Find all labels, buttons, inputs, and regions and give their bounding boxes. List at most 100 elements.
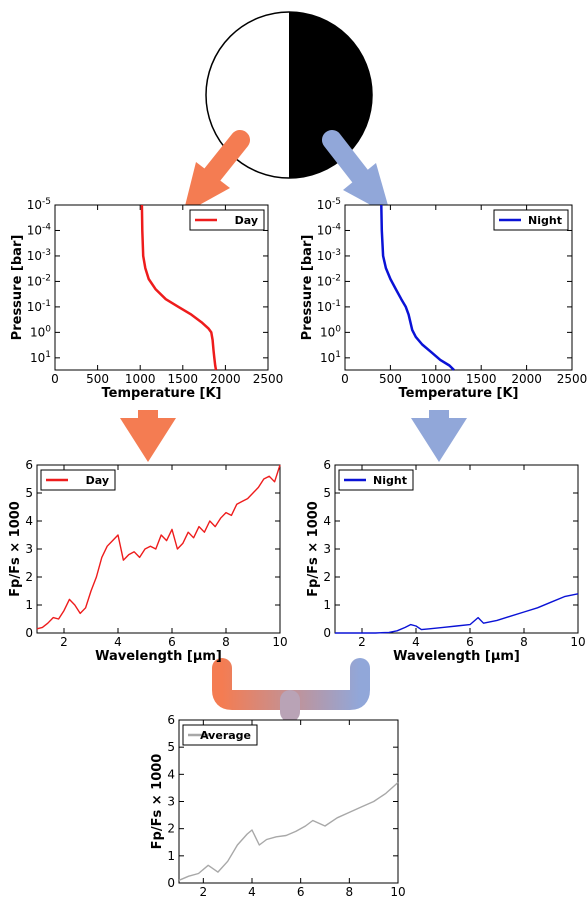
y-tick-label: 3 bbox=[167, 795, 175, 809]
y-tick-label: 5 bbox=[323, 486, 331, 500]
y-tick-label: 4 bbox=[323, 514, 331, 528]
y-axis-label: Fp/Fs × 1000 bbox=[8, 501, 23, 597]
x-tick-label: 8 bbox=[222, 635, 230, 649]
y-tick-label: 0 bbox=[25, 626, 33, 640]
y-tick-label: 2 bbox=[167, 822, 175, 836]
series-line-night bbox=[335, 593, 579, 634]
legend-box bbox=[493, 209, 569, 231]
y-tick-label: 2 bbox=[25, 570, 33, 584]
y-tick-label: 10-4 bbox=[317, 222, 342, 237]
y-tick-label: 10-4 bbox=[27, 222, 52, 237]
legend-box bbox=[338, 469, 414, 491]
x-tick-label: 0 bbox=[51, 372, 59, 386]
day-arrow-to-spectrum bbox=[120, 410, 176, 462]
legend-label: Day bbox=[86, 474, 109, 487]
legend: Day bbox=[189, 209, 265, 231]
y-tick-label: 100 bbox=[320, 324, 341, 339]
x-tick-label: 2 bbox=[60, 635, 68, 649]
series-line-day bbox=[36, 464, 281, 630]
x-tick-label: 2 bbox=[200, 885, 208, 899]
y-axis-label: Pressure [bar] bbox=[300, 235, 315, 341]
x-tick-label: 500 bbox=[86, 372, 109, 386]
x-tick-label: 1000 bbox=[421, 372, 452, 386]
charts-layer: 0 500 1000 1500 2000 250010-510-410-310-210-1… bbox=[8, 197, 587, 899]
legend-label: Night bbox=[373, 474, 407, 487]
x-tick-label: 2500 bbox=[557, 372, 587, 386]
x-tick-label: 10 bbox=[390, 885, 405, 899]
x-axis-label: Wavelength [μm] bbox=[393, 649, 520, 664]
y-tick-label: 101 bbox=[30, 350, 51, 365]
y-axis-label: Pressure [bar] bbox=[10, 235, 25, 341]
y-tick-label: 2 bbox=[323, 570, 331, 584]
plot-frame bbox=[36, 464, 281, 634]
x-tick-label: 4 bbox=[114, 635, 122, 649]
legend-box bbox=[40, 469, 116, 491]
x-tick-label: 2500 bbox=[253, 372, 284, 386]
series-line-night bbox=[380, 204, 455, 371]
x-tick-label: 1500 bbox=[466, 372, 497, 386]
night-arrow-to-tp bbox=[322, 130, 391, 216]
x-tick-label: 0 bbox=[341, 372, 349, 386]
y-tick-label: 6 bbox=[25, 458, 33, 472]
x-tick-label: 6 bbox=[168, 635, 176, 649]
y-tick-label: 1 bbox=[323, 598, 331, 612]
night-arrow-to-spectrum bbox=[411, 410, 467, 462]
legend: Average bbox=[182, 724, 258, 746]
series-line-day bbox=[140, 204, 218, 371]
x-tick-label: 6 bbox=[297, 885, 305, 899]
x-axis-label: Temperature [K] bbox=[399, 386, 519, 401]
y-tick-label: 1 bbox=[25, 598, 33, 612]
tp-night-chart: 0 500 1000 1500 2000 2500 10-5 10-4 10-3 10-2 10-1… bbox=[300, 197, 587, 401]
x-tick-label: 2 bbox=[358, 635, 366, 649]
plot-frame bbox=[178, 719, 399, 884]
day-arrow-to-tp bbox=[183, 130, 250, 214]
y-axis-label: Fp/Fs × 1000 bbox=[150, 754, 165, 850]
y-tick-label: 10-5 bbox=[317, 197, 341, 212]
y-tick-label: 10-3 bbox=[317, 248, 341, 263]
x-tick-label: 8 bbox=[520, 635, 528, 649]
legend: Day bbox=[40, 469, 116, 491]
legend-label: Night bbox=[528, 214, 562, 227]
y-tick-label: 6 bbox=[323, 458, 331, 472]
y-tick-label: 10-2 bbox=[317, 273, 341, 288]
planet-day-side bbox=[206, 12, 289, 178]
plot-frame bbox=[54, 204, 269, 371]
y-tick-label: 3 bbox=[323, 542, 331, 556]
y-tick-label: 10-3 bbox=[27, 248, 51, 263]
y-tick-label: 10-1 bbox=[317, 299, 341, 314]
legend: Night bbox=[338, 469, 414, 491]
x-axis-label: Wavelength [μm] bbox=[95, 649, 222, 664]
legend-label: Day bbox=[235, 214, 258, 227]
legend-box bbox=[189, 209, 265, 231]
y-tick-label: 10-2 bbox=[27, 273, 51, 288]
x-tick-label: 4 bbox=[412, 635, 420, 649]
merge-connector bbox=[212, 658, 370, 722]
x-tick-label: 2000 bbox=[511, 372, 542, 386]
y-tick-label: 0 bbox=[167, 876, 175, 890]
planet-night-side bbox=[289, 12, 372, 178]
y-tick-label: 6 bbox=[167, 713, 175, 727]
y-tick-label: 4 bbox=[167, 767, 175, 781]
legend-box bbox=[182, 724, 258, 746]
tp-day-chart: 0 500 1000 1500 2000 2500 10-5 10-4 10-3 10-2 10-1… bbox=[10, 197, 283, 401]
y-tick-label: 0 bbox=[323, 626, 331, 640]
y-tick-label: 4 bbox=[25, 514, 33, 528]
y-tick-label: 10-5 bbox=[27, 197, 51, 212]
x-tick-label: 10 bbox=[272, 635, 287, 649]
legend: Night bbox=[493, 209, 569, 231]
x-tick-label: 10 bbox=[570, 635, 585, 649]
half-lit-planet-icon bbox=[205, 11, 373, 179]
y-tick-label: 10-1 bbox=[27, 299, 51, 314]
y-tick-label: 5 bbox=[167, 740, 175, 754]
series-line-average bbox=[178, 781, 399, 881]
x-axis-label: Temperature [K] bbox=[102, 386, 222, 401]
y-axis-label: Fp/Fs × 1000 bbox=[306, 501, 321, 597]
y-tick-label: 100 bbox=[30, 324, 51, 339]
legend-label: Average bbox=[200, 729, 251, 742]
x-tick-label: 8 bbox=[346, 885, 354, 899]
y-tick-label: 5 bbox=[25, 486, 33, 500]
